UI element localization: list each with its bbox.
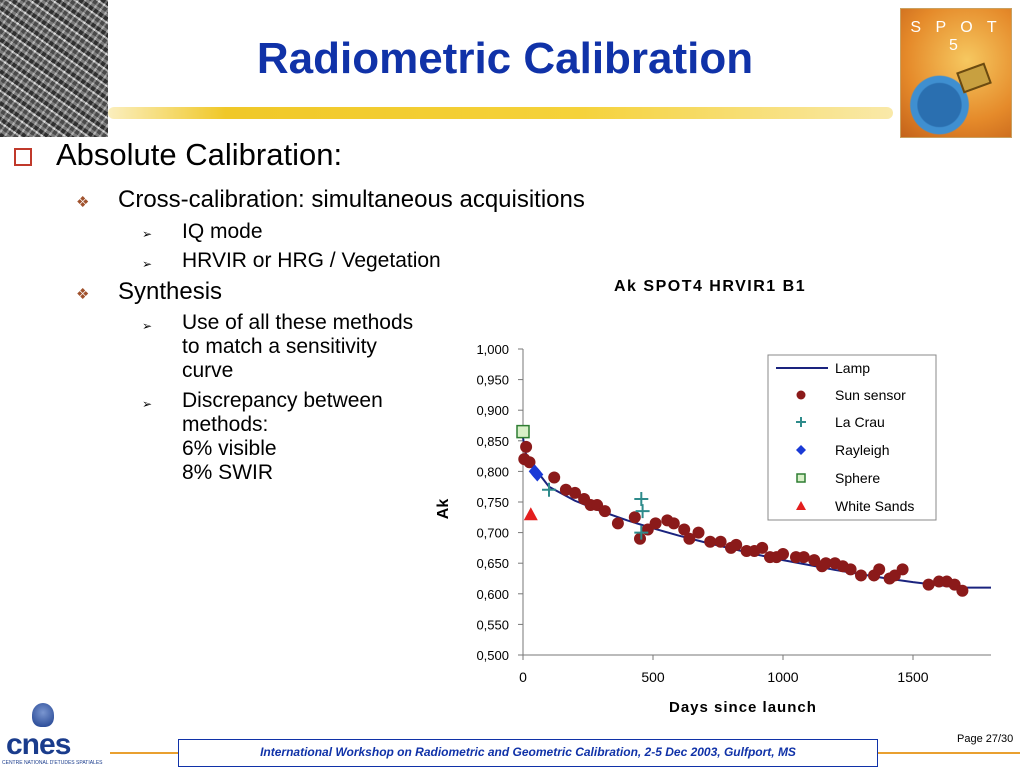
bullet-disc-line4: 8% SWIR (182, 461, 274, 484)
la-crau-point (635, 504, 650, 519)
sun-sensor-point (896, 563, 909, 576)
aerial-photo (0, 0, 108, 137)
sun-sensor-point (692, 526, 705, 539)
y-tick-label: 0,600 (476, 587, 509, 602)
bullet-absolute-calibration: Absolute Calibration: (56, 137, 343, 172)
bullet-synthesis: Synthesis (118, 278, 223, 305)
cnes-logo-subtitle: CENTRE NATIONAL D'ETUDES SPATIALES (2, 760, 103, 766)
x-tick-label: 500 (641, 669, 665, 685)
sun-sensor-point (855, 569, 867, 582)
sun-sensor-point (548, 471, 561, 484)
sun-sensor-point (649, 517, 662, 530)
sun-sensor-point (797, 551, 810, 564)
cnes-logo-word: cnes (6, 728, 71, 761)
legend-label: Lamp (835, 360, 870, 376)
x-tick-label: 1500 (897, 669, 928, 685)
y-tick-label: 0,900 (476, 403, 509, 418)
sun-sensor-point (667, 517, 680, 530)
bullet-disc-line3: 6% visible (182, 437, 277, 460)
legend-sun-swatch (796, 390, 806, 400)
footer-box: International Workshop on Radiometric an… (178, 739, 878, 767)
sun-sensor-point (756, 541, 769, 554)
y-tick-label: 0,550 (476, 617, 509, 632)
y-tick-label: 0,700 (476, 526, 509, 541)
sun-sensor-point (523, 456, 536, 469)
sun-sensor-point (873, 563, 886, 576)
legend-label: Sphere (835, 470, 880, 486)
bullet-use-line2: to match a sensitivity (182, 335, 377, 358)
la-crau-point (634, 525, 649, 540)
cnes-logo-mark (32, 703, 54, 727)
spot5-logo: S P O T 5 (900, 8, 1012, 138)
slide-title: Radiometric Calibration (256, 34, 754, 83)
sun-sensor-point (956, 584, 969, 597)
spot5-logo-text: S P O T 5 (910, 19, 1002, 54)
legend-box (767, 354, 937, 521)
y-tick-label: 0,650 (476, 556, 509, 571)
legend-label: White Sands (835, 498, 914, 514)
sun-sensor-point (922, 578, 935, 591)
white-sands-point (523, 507, 538, 521)
sun-sensor-point (569, 486, 581, 499)
sun-sensor-point (520, 440, 533, 453)
sun-sensor-point (611, 517, 624, 530)
la-crau-point (634, 491, 649, 506)
title-underline (108, 107, 893, 119)
sun-sensor-point (628, 511, 641, 524)
legend-white-sands-swatch (796, 501, 806, 510)
y-tick-label: 0,800 (476, 464, 509, 479)
x-tick-label: 0 (519, 669, 527, 685)
bullet-hrvir: HRVIR or HRG / Vegetation (182, 249, 441, 272)
sun-sensor-point (634, 532, 646, 545)
y-tick-label: 0,750 (476, 495, 509, 510)
sphere-point (516, 424, 530, 439)
y-tick-label: 0,850 (476, 434, 509, 449)
sun-sensor-point (819, 557, 832, 570)
bullet-use-line1: Use of all these methods (182, 311, 414, 334)
sun-sensor-point (844, 563, 857, 576)
sun-sensor-point (559, 483, 572, 496)
diamond-bullet-icon: ❖ (76, 194, 90, 211)
page-number: Page 27/30 (957, 733, 1014, 745)
x-tick-label: 1000 (767, 669, 798, 685)
sun-sensor-point (678, 523, 691, 536)
arrow-bullet-icon: ➢ (142, 319, 153, 333)
bullet-disc-line2: methods: (182, 413, 269, 436)
legend-sphere-swatch (796, 473, 806, 483)
chart-title: Ak SPOT4 HRVIR1 B1 (614, 278, 807, 295)
arrow-bullet-icon: ➢ (142, 257, 153, 271)
sun-sensor-point (683, 532, 696, 545)
bullet-disc-line1: Discrepancy between (182, 389, 383, 412)
bullet-use-line3: curve (182, 359, 234, 382)
legend-crau-swatch (796, 417, 806, 427)
la-crau-point (542, 482, 556, 497)
legend-label: Sun sensor (835, 387, 906, 403)
sun-sensor-point (777, 548, 789, 561)
arrow-bullet-icon: ➢ (142, 397, 153, 411)
footer-text: International Workshop on Radiometric an… (260, 745, 796, 759)
sun-sensor-point (714, 535, 727, 548)
sun-sensor-point (704, 535, 717, 548)
sun-sensor-point (598, 505, 611, 518)
legend-label: Rayleigh (835, 442, 889, 458)
bullet-iq-mode: IQ mode (182, 220, 263, 243)
bullet-cross-calibration: Cross-calibration: simultaneous acquisit… (118, 186, 585, 213)
y-tick-label: 0,950 (476, 373, 509, 388)
x-axis-label: Days since launch (669, 699, 817, 716)
rayleigh-point (531, 467, 544, 482)
y-tick-label: 0,500 (476, 648, 509, 663)
legend-label: La Crau (835, 414, 885, 430)
legend-rayleigh-swatch (796, 445, 806, 455)
arrow-bullet-icon: ➢ (142, 227, 153, 241)
y-tick-label: 1,000 (476, 342, 509, 357)
square-bullet-icon (14, 148, 32, 166)
diamond-bullet-icon: ❖ (76, 286, 90, 303)
sun-sensor-point (730, 538, 743, 551)
